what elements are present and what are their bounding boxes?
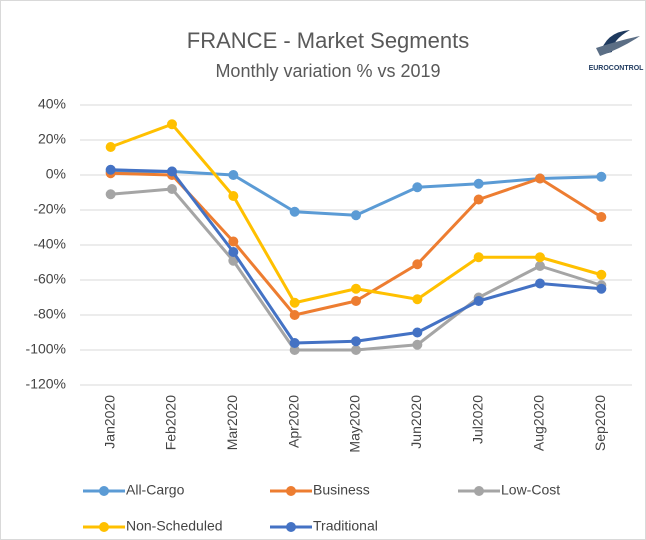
- x-tick-label: Aug2020: [531, 395, 547, 451]
- data-point: [412, 294, 423, 305]
- chart-title: FRANCE - Market Segments: [187, 28, 469, 53]
- legend-label: Traditional: [313, 518, 378, 534]
- data-point: [228, 236, 239, 247]
- y-tick-label: -60%: [33, 271, 66, 287]
- y-tick-label: -80%: [33, 306, 66, 322]
- legend-label: Business: [313, 482, 370, 498]
- data-point: [412, 327, 423, 338]
- legend-label: All-Cargo: [126, 482, 185, 498]
- legend-item: All-Cargo: [83, 482, 185, 498]
- y-tick-label: -20%: [33, 201, 66, 217]
- data-point: [289, 338, 300, 348]
- y-tick-label: 20%: [38, 131, 66, 147]
- data-point: [351, 336, 361, 347]
- data-point: [412, 182, 423, 193]
- logo-icon: [596, 36, 640, 56]
- data-point: [351, 345, 361, 355]
- data-point: [167, 184, 177, 194]
- data-point: [596, 283, 607, 294]
- data-point: [412, 339, 423, 350]
- y-tick-label: -40%: [33, 236, 66, 252]
- data-point: [412, 259, 423, 270]
- y-tick-label: -120%: [26, 376, 66, 392]
- data-point: [289, 206, 300, 217]
- data-point: [473, 296, 484, 306]
- data-point: [105, 189, 116, 200]
- y-tick-label: 0%: [46, 166, 66, 182]
- data-point: [535, 252, 545, 263]
- data-point: [351, 296, 361, 306]
- x-tick-label: Mar2020: [224, 395, 240, 450]
- legend-item: Non-Scheduled: [83, 518, 223, 534]
- legend-item: Business: [270, 482, 370, 498]
- data-point: [535, 261, 545, 271]
- data-point: [289, 297, 300, 308]
- data-point: [167, 166, 177, 177]
- logo-text: EUROCONTROL: [589, 65, 645, 72]
- x-tick-label: Feb2020: [163, 395, 179, 450]
- data-point: [596, 269, 607, 280]
- data-point: [167, 119, 177, 130]
- data-point: [289, 345, 300, 355]
- legend-marker: [99, 522, 109, 532]
- legend-marker: [286, 522, 296, 532]
- data-point: [535, 278, 545, 289]
- data-point: [105, 164, 116, 175]
- legend-label: Non-Scheduled: [126, 518, 223, 534]
- data-point: [473, 194, 484, 205]
- data-point: [105, 142, 116, 152]
- x-tick-label: Jul2020: [469, 395, 485, 444]
- legend-marker: [286, 486, 296, 496]
- data-point: [228, 170, 239, 180]
- x-tick-label: Jan2020: [101, 395, 117, 449]
- data-point: [473, 178, 484, 189]
- x-tick-label: Jun2020: [408, 395, 424, 449]
- legend-marker: [474, 486, 484, 496]
- data-point: [289, 310, 300, 320]
- legend-label: Low-Cost: [501, 482, 560, 498]
- y-tick-label: -100%: [26, 341, 66, 357]
- data-point: [228, 191, 239, 201]
- chart-subtitle: Monthly variation % vs 2019: [215, 61, 440, 81]
- y-tick-label: 40%: [38, 96, 66, 112]
- data-point: [351, 210, 361, 221]
- logo: EUROCONTROL: [589, 30, 645, 72]
- data-point: [351, 283, 361, 294]
- legend-item: Traditional: [270, 518, 378, 534]
- legend-item: Low-Cost: [458, 482, 560, 498]
- data-point: [473, 252, 484, 263]
- legend-marker: [99, 486, 109, 496]
- data-point: [596, 171, 607, 182]
- data-point: [596, 212, 607, 222]
- x-tick-label: May2020: [347, 395, 363, 453]
- x-tick-label: Apr2020: [285, 395, 301, 448]
- x-tick-label: Sep2020: [592, 395, 608, 451]
- data-point: [535, 173, 545, 184]
- data-point: [228, 247, 239, 257]
